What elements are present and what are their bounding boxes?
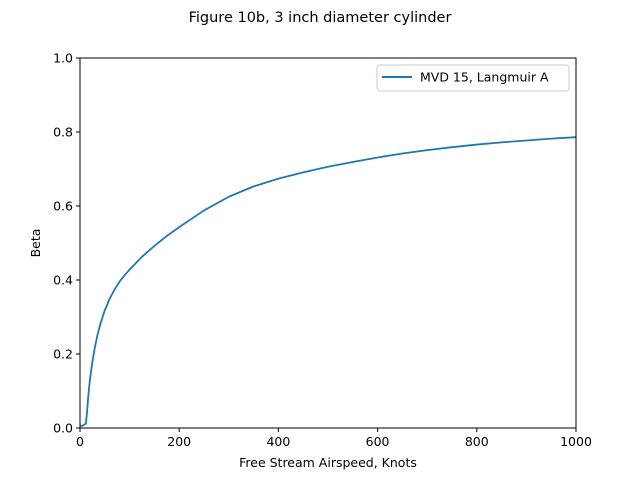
x-tick-label: 800 [465,434,489,449]
y-tick-label: 0.6 [53,199,73,214]
x-axis-ticks: 0 200 400 600 800 1000 [76,428,592,449]
series-line [80,136,576,427]
y-tick-label: 0.8 [53,125,73,140]
x-tick-label: 1000 [560,434,592,449]
x-tick-label: 200 [167,434,191,449]
x-tick-label: 0 [76,434,84,449]
x-tick-label: 400 [266,434,290,449]
y-tick-label: 0.2 [53,347,73,362]
chart-title: Figure 10b, 3 inch diameter cylinder [189,10,452,26]
series-layer [80,136,576,427]
y-axis-ticks: 0.0 0.2 0.4 0.6 0.8 1.0 [53,51,80,436]
legend-box [376,64,570,92]
x-tick-label: 600 [366,434,390,449]
plot-area [80,58,576,428]
legend: MVD 15, Langmuir A [376,64,570,92]
y-tick-label: 0.0 [53,421,73,436]
x-axis-label: Free Stream Airspeed, Knots [239,455,417,470]
y-tick-label: 0.4 [53,273,73,288]
y-tick-label: 1.0 [53,51,73,66]
plot-frame [79,57,577,429]
legend-label: MVD 15, Langmuir A [420,70,549,85]
y-axis-label: Beta [28,229,43,258]
